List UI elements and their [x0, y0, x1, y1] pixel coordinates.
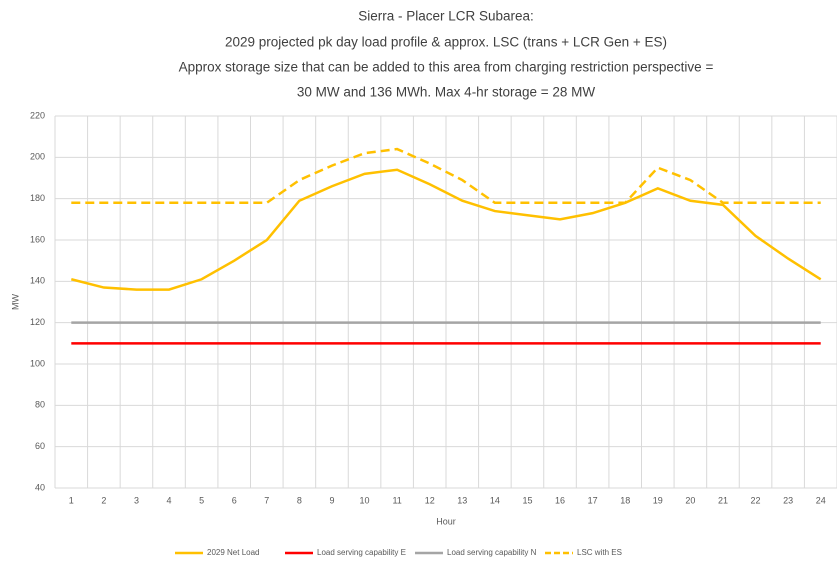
x-tick-label: 21 [718, 495, 728, 505]
x-tick-label: 24 [816, 495, 826, 505]
series-line [71, 147, 821, 205]
series-line [70, 168, 822, 291]
x-tick-label: 16 [555, 495, 565, 505]
x-tick-label: 3 [134, 495, 139, 505]
chart-title: 2029 projected pk day load profile & app… [225, 35, 667, 50]
x-tick-label: 10 [360, 495, 370, 505]
y-tick-label: 140 [30, 276, 45, 286]
x-tick-label: 7 [264, 495, 269, 505]
x-tick-label: 1 [69, 495, 74, 505]
y-tick-label: 40 [35, 482, 45, 492]
x-tick-label: 9 [329, 495, 334, 505]
x-tick-label: 18 [620, 495, 630, 505]
x-axis-label: Hour [436, 516, 456, 526]
x-tick-label: 4 [167, 495, 172, 505]
y-tick-label: 100 [30, 358, 45, 368]
x-tick-label: 8 [297, 495, 302, 505]
y-tick-label: 80 [35, 400, 45, 410]
x-tick-label: 19 [653, 495, 663, 505]
x-tick-label: 23 [783, 495, 793, 505]
y-axis-label: MW [10, 294, 20, 310]
x-tick-label: 11 [392, 495, 401, 505]
y-tick-label: 220 [30, 110, 45, 120]
legend: 2029 Net Load Load serving capability E Lo… [175, 548, 622, 557]
x-tick-label: 20 [685, 495, 695, 505]
chart-title: 30 MW and 136 MWh. Max 4-hr storage = 28… [297, 85, 595, 100]
y-tick-label: 60 [35, 441, 45, 451]
x-tick-label: 5 [199, 495, 204, 505]
x-tick-label: 12 [425, 495, 435, 505]
x-tick-label: 17 [588, 495, 598, 505]
x-tick-label: 6 [232, 495, 237, 505]
chart-title: Approx storage size that can be added to… [179, 60, 714, 75]
legend-label: Load serving capability E [317, 548, 406, 557]
y-tick-label: 160 [30, 234, 45, 244]
x-tick-label: 14 [490, 495, 500, 505]
x-tick-label: 22 [751, 495, 761, 505]
chart-title: Sierra - Placer LCR Subarea: [358, 9, 534, 24]
x-tick-label: 13 [457, 495, 467, 505]
x-tick-label: 2 [101, 495, 106, 505]
y-tick-label: 180 [30, 193, 45, 203]
legend-label: LSC with ES [577, 548, 622, 557]
x-tick-label: 15 [522, 495, 532, 505]
y-tick-label: 200 [30, 152, 45, 162]
legend-label: Load serving capability N [447, 548, 537, 557]
y-tick-label: 120 [30, 317, 45, 327]
legend-label: 2029 Net Load [207, 548, 260, 557]
